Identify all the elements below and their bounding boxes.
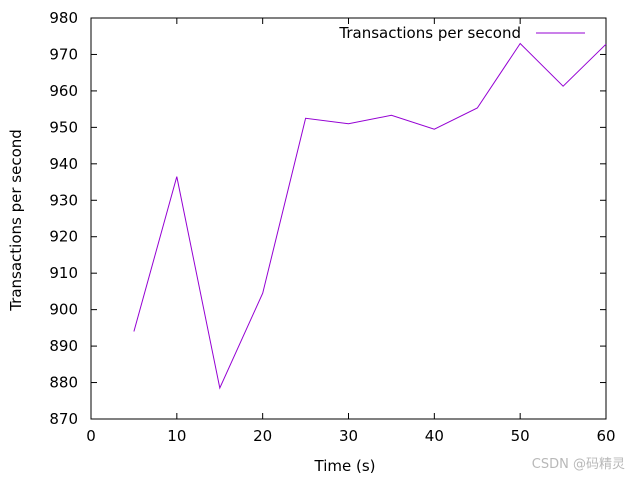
data-point — [347, 122, 350, 125]
y-tick-label: 950 — [49, 118, 78, 136]
x-tick-label: 10 — [167, 427, 186, 445]
data-point — [562, 85, 565, 88]
watermark: CSDN @码精灵 — [532, 457, 625, 472]
legend-label: Transactions per second — [338, 24, 521, 42]
data-point — [605, 43, 608, 46]
x-tick-label: 40 — [425, 427, 444, 445]
data-point — [519, 42, 522, 45]
y-tick-label: 940 — [49, 155, 78, 173]
y-axis-title: Transactions per second — [7, 129, 25, 312]
y-tick-label: 920 — [49, 228, 78, 246]
data-point — [476, 107, 479, 110]
x-tick-label: 60 — [596, 427, 615, 445]
x-axis-title: Time (s) — [314, 457, 376, 475]
series-line — [133, 42, 607, 390]
y-tick-label: 980 — [49, 9, 78, 27]
data-point — [390, 114, 393, 117]
tick-labels: 0 10 20 30 40 50 60 870 880 890 900 910 920 930 940 950… — [49, 9, 615, 445]
y-tick-label: 890 — [49, 337, 78, 355]
data-point — [261, 292, 264, 295]
data-point — [218, 387, 221, 390]
y-tick-label: 960 — [49, 82, 78, 100]
y-tick-label: 870 — [49, 410, 78, 428]
y-tick-label: 900 — [49, 301, 78, 319]
data-point — [304, 117, 307, 120]
x-tick-label: 50 — [511, 427, 530, 445]
x-tick-label: 20 — [253, 427, 272, 445]
x-tick-label: 30 — [339, 427, 358, 445]
x-tick-label: 0 — [86, 427, 96, 445]
axis-ticks — [90, 17, 607, 420]
y-tick-label: 930 — [49, 191, 78, 209]
y-tick-label: 880 — [49, 374, 78, 392]
series-layer — [132, 42, 608, 390]
data-point — [132, 330, 135, 333]
legend: Transactions per second — [338, 24, 585, 42]
y-tick-label: 970 — [49, 45, 78, 63]
data-point — [433, 128, 436, 131]
plot-frame — [90, 17, 607, 420]
y-tick-label: 910 — [49, 264, 78, 282]
data-point — [175, 175, 178, 178]
